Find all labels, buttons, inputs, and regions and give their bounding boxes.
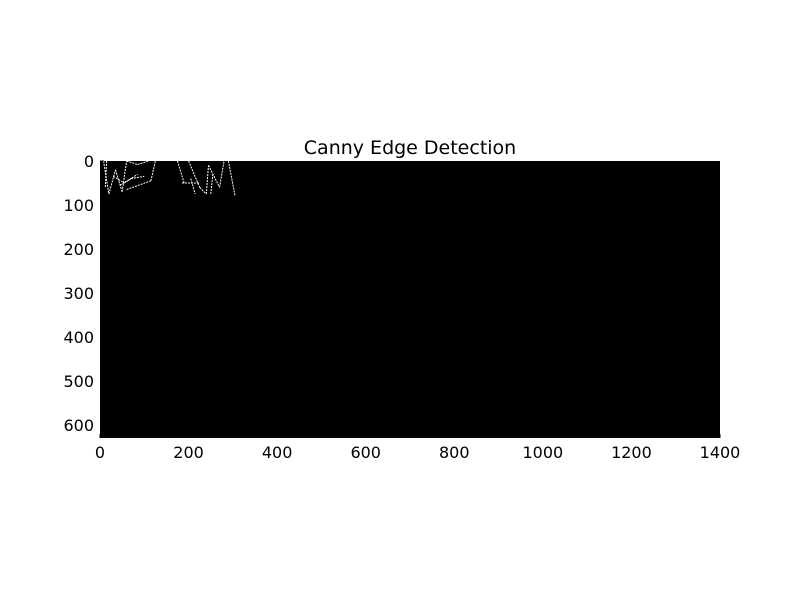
edge-segment (188, 160, 201, 188)
y-tick-label: 400 (63, 328, 94, 347)
y-axis-ticks: 0 100 200 300 400 500 600 (63, 152, 104, 435)
edge-segment (113, 175, 125, 184)
y-tick-label: 300 (63, 284, 94, 303)
edge-segment (177, 160, 185, 184)
x-tick-label: 1000 (522, 443, 563, 462)
x-tick-label: 600 (350, 443, 381, 462)
y-tick-label: 100 (63, 196, 94, 215)
y-tick-label: 0 (84, 152, 94, 171)
edge-segment (219, 160, 225, 188)
y-tick-label: 500 (63, 372, 94, 391)
edge-segment (150, 160, 156, 181)
edge-segment (210, 174, 214, 195)
edge-segment (205, 165, 209, 195)
edge-segment (126, 180, 152, 191)
x-tick-label: 0 (95, 443, 105, 462)
edge-segment (137, 160, 149, 165)
edge-segment (121, 160, 128, 192)
x-tick-label: 1200 (611, 443, 652, 462)
edge-segment (130, 175, 145, 180)
edge-segment (208, 165, 221, 188)
edge-segment (108, 169, 116, 195)
x-tick-label: 1400 (700, 443, 741, 462)
y-tick-label: 600 (63, 416, 94, 435)
y-tick-label: 200 (63, 240, 94, 259)
x-tick-label: 800 (439, 443, 470, 462)
edge-image-area (100, 161, 720, 438)
x-tick-label: 200 (173, 443, 204, 462)
chart-title: Canny Edge Detection (304, 137, 516, 159)
edge-segment (115, 169, 123, 192)
edge-segment (104, 160, 108, 188)
edge-segment (126, 160, 138, 165)
edge-segment (199, 187, 207, 195)
x-tick-label: 400 (262, 443, 293, 462)
edge-lines (103, 160, 236, 197)
edge-segment (190, 178, 196, 195)
edge-segment (119, 178, 132, 186)
x-axis-ticks: 0 200 400 600 800 1000 1200 1400 (95, 434, 740, 462)
